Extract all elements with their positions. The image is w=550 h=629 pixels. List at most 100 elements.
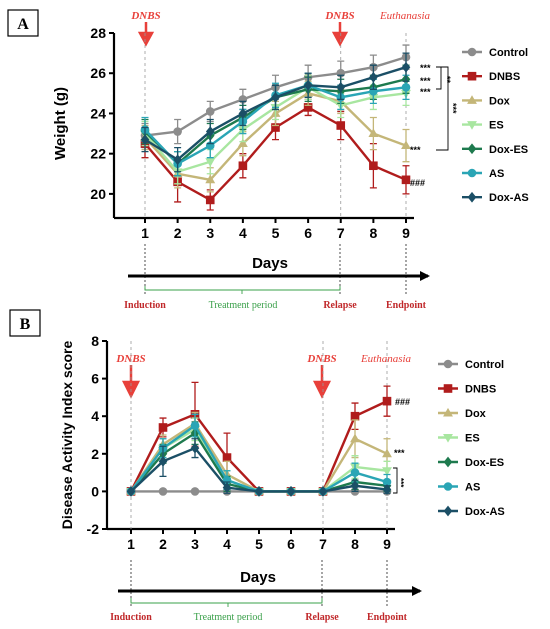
panel-a-sig-control: ***	[420, 63, 431, 73]
legend-label: Control	[465, 359, 504, 371]
series-dox-as	[140, 52, 411, 173]
data-point-dnbs	[271, 123, 280, 132]
data-point-dox	[368, 128, 379, 137]
panel-b-treatment-bracket	[130, 598, 323, 607]
legend-label: Dox-AS	[489, 192, 529, 204]
panel-a-dnbs-arrow-2	[331, 22, 349, 47]
legend-label: Dox	[465, 408, 487, 420]
panel-b-induction-label: Induction	[110, 612, 152, 623]
panel-a-bracket-short-label: **	[442, 76, 452, 84]
panel-a-treatment-label: Treatment period	[209, 300, 278, 311]
data-point-dox-as	[173, 154, 182, 166]
legend-item-control: Control	[438, 359, 504, 371]
legend-marker-as	[467, 168, 477, 178]
y-tick-label: 2	[91, 446, 99, 462]
legend-label: AS	[489, 168, 504, 180]
x-tick-label: 6	[304, 225, 312, 241]
panel-a-bracket-short	[436, 66, 442, 90]
panel-b-legend: Control DNBS Dox ES Dox-ES AS Dox-AS	[438, 359, 505, 518]
legend-label: ES	[465, 433, 480, 445]
panel-a-bracket-long	[436, 66, 449, 151]
panel-b-label: B	[20, 316, 31, 333]
panel-b-relapse-label: Relapse	[305, 612, 339, 623]
x-tick-label: 3	[206, 225, 214, 241]
legend-item-as: AS	[462, 168, 504, 180]
legend-label: Dox-AS	[465, 506, 505, 518]
x-tick-label: 9	[383, 536, 391, 552]
data-point-dox-as	[286, 486, 296, 497]
legend-marker-control	[467, 47, 477, 57]
data-point-dnbs	[382, 396, 392, 406]
panel-b-dnbs-annotation-2: DNBS	[306, 353, 336, 365]
panel-a-endpoint-label: Endpoint	[386, 300, 427, 311]
panel-a-induction-label: Induction	[124, 300, 166, 311]
legend-marker-dox-as	[467, 191, 477, 203]
legend-item-dnbs: DNBS	[438, 384, 496, 396]
y-tick-label: 28	[90, 25, 106, 41]
x-tick-label: 1	[127, 536, 135, 552]
legend-marker-dnbs	[467, 71, 477, 81]
y-tick-label: 4	[91, 408, 99, 424]
panel-a-bracket-long-label: ***	[448, 103, 458, 114]
legend-label: DNBS	[489, 71, 520, 83]
data-point-as	[190, 421, 200, 430]
data-point-dnbs	[336, 121, 346, 130]
data-point-as	[401, 83, 411, 92]
data-point-dox-as	[336, 81, 346, 93]
legend-marker-dox-es	[443, 456, 453, 468]
panel-b-days-label: Days	[240, 569, 276, 586]
legend-marker-dox-es	[467, 143, 477, 155]
series-dox-as	[126, 438, 392, 497]
panel-b-euthanasia-annotation: Euthanasia	[360, 353, 412, 365]
data-point-dox-as	[318, 486, 328, 497]
x-tick-label: 2	[159, 536, 167, 552]
panel-a-sig-row2: ***	[420, 76, 431, 86]
y-tick-label: 26	[90, 65, 106, 81]
legend-marker-dox	[467, 95, 477, 104]
data-point-dox-as	[254, 486, 264, 497]
panel-b-axes: -2 0 2 4 6 8 1 2 3 4 5 6 7 8 9 Disease Activity Index s…	[59, 333, 395, 552]
legend-item-dox-as: Dox-AS	[438, 505, 505, 518]
x-tick-label: 7	[337, 225, 345, 241]
data-point-es	[205, 158, 216, 167]
panel-a-euthanasia-annotation: Euthanasia	[379, 10, 431, 22]
panel-a-treatment-bracket	[144, 286, 341, 294]
legend-item-dox-es: Dox-ES	[438, 456, 504, 469]
legend-marker-es	[443, 434, 453, 443]
legend-label: Control	[489, 47, 528, 59]
panel-b-sig-dox: ***	[394, 448, 405, 458]
panel-b-treatment-label: Treatment period	[194, 612, 263, 623]
y-axis-label: Disease Activity Index score	[59, 340, 75, 529]
y-tick-label: 22	[90, 146, 106, 162]
legend-marker-as	[443, 482, 453, 491]
legend-label: Dox-ES	[489, 144, 528, 156]
data-point-control	[158, 487, 168, 496]
data-point-dnbs	[401, 175, 411, 185]
panel-a-sig-dnbs: ###	[410, 178, 425, 188]
legend-item-dox: Dox	[438, 407, 487, 420]
panel-b-sig-dnbs: ###	[395, 397, 410, 407]
x-tick-label: 8	[351, 536, 359, 552]
panel-b: B DNBS DNBS Euthanasia -2 0 2 4 6 8 1 2 3 4 5 6 7 8 9 D…	[9, 309, 505, 623]
legend-item-control: Control	[462, 47, 528, 59]
panel-a-days-label: Days	[252, 255, 288, 272]
legend-item-es: ES	[438, 433, 480, 445]
data-point-as	[350, 468, 360, 477]
legend-item-dnbs: DNBS	[462, 71, 520, 83]
panel-b-series	[126, 381, 392, 497]
legend-item-dox-es: Dox-ES	[462, 143, 528, 156]
legend-label: DNBS	[465, 384, 496, 396]
x-tick-label: 6	[287, 536, 295, 552]
data-point-dox-as	[126, 486, 136, 497]
series-line-es	[130, 427, 388, 493]
data-point-dox-as	[190, 442, 200, 454]
data-point-dox-as	[350, 480, 360, 492]
panel-b-bracket-label: ***	[396, 478, 405, 488]
y-tick-label: 0	[91, 483, 99, 499]
panel-b-dnbs-arrow-2	[312, 365, 332, 399]
legend-item-as: AS	[438, 482, 480, 494]
y-tick-label: 6	[91, 371, 99, 387]
data-point-dox-as	[271, 91, 280, 103]
panel-a: A DNBS DNBS Euthanasia 20 22 24 26 28 1 2 3 4 5 6 7…	[7, 9, 529, 311]
